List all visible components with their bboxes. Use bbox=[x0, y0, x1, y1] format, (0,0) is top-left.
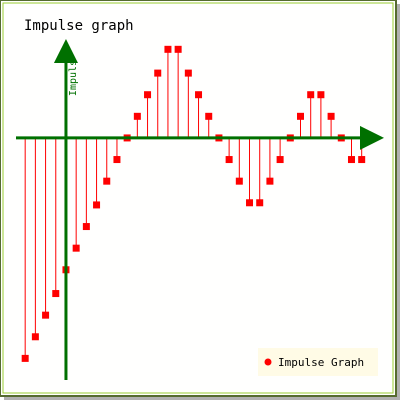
impulse-marker bbox=[72, 244, 80, 252]
y-axis-label: Impuls bbox=[68, 60, 79, 96]
inner-border bbox=[2, 2, 394, 394]
legend: Impulse Graph bbox=[258, 348, 378, 376]
impulse-marker bbox=[307, 91, 315, 99]
impulse-marker bbox=[225, 156, 233, 164]
impulse-marker bbox=[21, 354, 29, 362]
impulse-marker bbox=[347, 156, 355, 164]
impulse-marker bbox=[93, 201, 101, 209]
impulse-marker bbox=[31, 333, 39, 341]
legend-marker bbox=[264, 358, 272, 366]
impulse-marker bbox=[297, 112, 305, 120]
impulse-marker bbox=[266, 177, 274, 185]
plot-area bbox=[21, 45, 376, 362]
impulse-marker bbox=[276, 156, 284, 164]
impulse-marker bbox=[256, 199, 264, 207]
impulse-marker bbox=[144, 91, 152, 99]
legend-background bbox=[258, 348, 378, 376]
impulse-marker bbox=[113, 156, 121, 164]
impulse-marker bbox=[103, 177, 111, 185]
impulse-marker bbox=[42, 311, 50, 319]
impulse-marker bbox=[184, 69, 192, 77]
impulse-marker bbox=[205, 112, 213, 120]
impulse-marker bbox=[174, 45, 182, 53]
impulse-marker bbox=[327, 112, 335, 120]
impulse-marker bbox=[133, 112, 141, 120]
impulse-marker bbox=[52, 290, 60, 298]
impulse-marker bbox=[154, 69, 162, 77]
impulse-marker bbox=[164, 45, 172, 53]
axes: Impuls bbox=[16, 39, 384, 380]
impulse-marker bbox=[195, 91, 203, 99]
chart-title: Impulse graph bbox=[24, 18, 134, 34]
impulse-marker bbox=[358, 156, 366, 164]
impulse-marker bbox=[235, 177, 243, 185]
impulse-marker bbox=[317, 91, 325, 99]
impulse-marker bbox=[82, 223, 90, 231]
legend-entry: Impulse Graph bbox=[278, 356, 364, 369]
impulse-marker bbox=[246, 199, 254, 207]
